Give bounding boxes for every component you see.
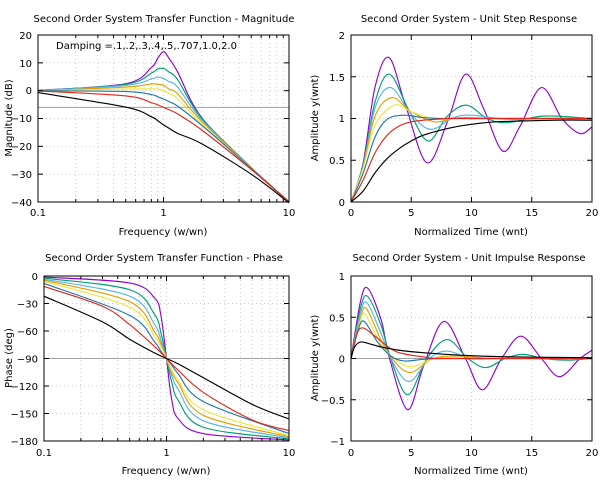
- impulse-y-tick-label: −1: [330, 437, 345, 448]
- magnitude-grid: [38, 35, 289, 202]
- magnitude-plot-frame: [37, 34, 290, 203]
- step-y-tick-labels: 0 0.5 1 1.5 2: [329, 31, 345, 209]
- magnitude-series-zeta-2: [37, 92, 290, 204]
- phase-y-tick-labels: 0 −30 −60 −90 −120 −150 −180: [11, 272, 38, 448]
- impulse-series-zeta-1: [350, 327, 593, 360]
- magnitude-y-axis-label: Magnitude (dB): [4, 79, 15, 156]
- magnitude-y-tick-label: −40: [11, 198, 32, 209]
- impulse-series-zeta-2: [350, 341, 593, 359]
- impulse-x-tick-label: 0: [348, 448, 354, 459]
- magnitude-series-zeta-0_707: [37, 90, 290, 203]
- step-chart: Second Order System - Unit Step Response…: [310, 14, 598, 238]
- phase-y-tick-label: −30: [17, 300, 38, 311]
- step-x-tick-label: 10: [465, 208, 478, 219]
- impulse-x-tick-label: 10: [465, 448, 478, 459]
- magnitude-x-tick-label: 0.1: [30, 208, 46, 219]
- phase-x-tick-label: 0.1: [36, 448, 52, 459]
- magnitude-damping-annotation: Damping =.1,.2,.3,.4,.5,.707,1.0,2.0: [56, 41, 237, 52]
- step-x-tick-label: 20: [586, 208, 599, 219]
- magnitude-ticks: [37, 34, 290, 203]
- impulse-series: [350, 286, 593, 411]
- step-x-tick-labels: 0 5 10 15 20: [348, 208, 599, 219]
- impulse-y-tick-label: 1: [339, 272, 345, 283]
- phase-ticks: [43, 275, 290, 442]
- impulse-x-tick-labels: 0 5 10 15 20: [348, 448, 599, 459]
- step-series-zeta-0_2: [350, 73, 593, 203]
- impulse-x-tick-label: 5: [408, 448, 414, 459]
- step-y-tick-label: 0.5: [329, 156, 345, 167]
- phase-y-tick-label: −120: [11, 382, 38, 393]
- phase-series: [43, 276, 290, 441]
- impulse-y-tick-labels: 1 0.5 0 −0.5 −1: [321, 272, 345, 448]
- magnitude-series: [37, 51, 290, 204]
- magnitude-x-tick-label: 10: [283, 208, 296, 219]
- magnitude-x-axis-label: Frequency (w/wn): [119, 227, 208, 238]
- impulse-y-tick-label: 0.5: [329, 313, 345, 324]
- step-x-tick-label: 0: [348, 208, 354, 219]
- phase-y-tick-label: −60: [17, 327, 38, 338]
- magnitude-series-zeta-1: [37, 90, 290, 203]
- impulse-y-axis-label: Amplitude y(wnt): [310, 315, 321, 402]
- impulse-chart: Second Order System - Unit Impulse Respo…: [310, 253, 598, 477]
- impulse-series-zeta-0_2: [350, 295, 593, 396]
- step-x-tick-label: 5: [408, 208, 414, 219]
- step-series-zeta-0_1: [350, 56, 593, 203]
- magnitude-y-tick-labels: 20 10 0 −10 −20 −30 −40: [11, 31, 32, 209]
- step-y-axis-label: Amplitude y(wnt): [310, 75, 321, 162]
- phase-y-tick-label: −90: [17, 355, 38, 366]
- impulse-series-zeta-0_3: [350, 301, 592, 383]
- impulse-x-tick-label: 15: [525, 448, 538, 459]
- phase-y-tick-label: 0: [32, 272, 38, 283]
- magnitude-y-tick-label: 10: [19, 59, 32, 70]
- impulse-series-zeta-0_4: [350, 306, 593, 374]
- phase-x-tick-labels: 0.1 1 10: [36, 448, 295, 459]
- magnitude-x-tick-labels: 0.1 1 10: [30, 208, 295, 219]
- magnitude-series-zeta-0_4: [37, 83, 290, 203]
- step-x-tick-label: 15: [525, 208, 538, 219]
- step-series-zeta-0_3: [350, 87, 593, 203]
- magnitude-series-zeta-0_5: [37, 88, 290, 203]
- magnitude-y-tick-label: 20: [19, 31, 32, 42]
- phase-y-tick-label: −150: [11, 410, 38, 421]
- step-series: [350, 56, 593, 203]
- magnitude-y-tick-label: −30: [11, 170, 32, 181]
- impulse-series-zeta-0_1: [350, 286, 593, 411]
- phase-title: Second Order System Transfer Function - …: [45, 253, 283, 264]
- step-series-zeta-2: [350, 119, 593, 203]
- step-series-zeta-0_4: [350, 97, 592, 203]
- step-ticks: [350, 34, 593, 203]
- phase-x-axis-label: Frequency (w/wn): [122, 466, 211, 477]
- phase-chart: Second Order System Transfer Function - …: [4, 253, 295, 477]
- phase-x-tick-label: 1: [163, 448, 169, 459]
- step-y-tick-label: 2: [339, 31, 345, 42]
- step-series-zeta-1: [350, 117, 592, 203]
- impulse-y-tick-label: 0: [339, 355, 345, 366]
- impulse-x-tick-label: 20: [586, 448, 599, 459]
- impulse-ticks: [350, 275, 593, 442]
- impulse-title: Second Order System - Unit Impulse Respo…: [352, 253, 585, 264]
- phase-x-tick-label: 10: [283, 448, 296, 459]
- step-x-axis-label: Normalized Time (wnt): [414, 227, 528, 238]
- magnitude-title: Second Order System Transfer Function - …: [34, 14, 295, 25]
- step-y-tick-label: 0: [339, 198, 345, 209]
- magnitude-x-tick-label: 1: [160, 208, 166, 219]
- magnitude-y-tick-label: 0: [26, 86, 32, 97]
- impulse-x-axis-label: Normalized Time (wnt): [414, 466, 528, 477]
- magnitude-y-tick-label: −10: [11, 114, 32, 125]
- impulse-y-tick-label: −0.5: [321, 396, 345, 407]
- step-y-tick-label: 1.5: [329, 73, 345, 84]
- phase-series-zeta-2: [43, 295, 290, 420]
- magnitude-chart: Second Order System Transfer Function - …: [4, 14, 295, 238]
- magnitude-y-tick-label: −20: [11, 142, 32, 153]
- step-y-tick-label: 1: [339, 114, 345, 125]
- phase-y-axis-label: Phase (deg): [4, 328, 15, 388]
- phase-y-tick-label: −180: [11, 437, 38, 448]
- step-title: Second Order System - Unit Step Response: [361, 14, 577, 25]
